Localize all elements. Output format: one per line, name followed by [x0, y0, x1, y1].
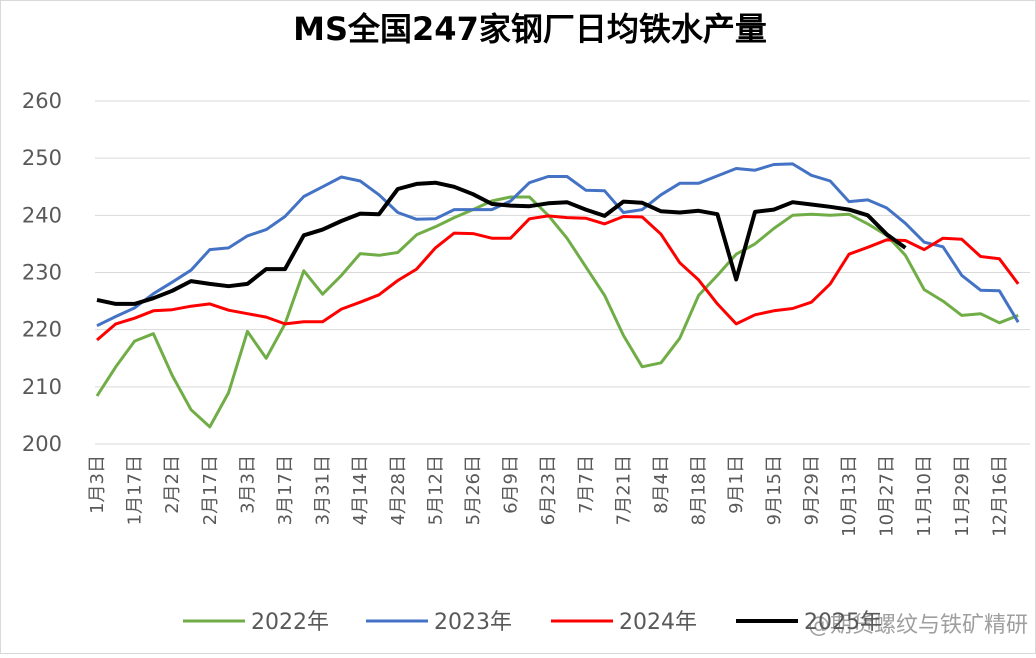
x-tick-label: 9月29日 — [801, 455, 822, 525]
x-tick-label: 11月29日 — [952, 455, 973, 537]
series-line — [95, 195, 1019, 429]
x-tick-label: 6月9日 — [501, 455, 522, 514]
legend-label: 2025年 — [804, 610, 882, 635]
x-tick-label: 5月26日 — [463, 455, 484, 525]
watermark: @期货螺纹与铁矿精研 — [808, 613, 1028, 638]
y-tick-label: 220 — [22, 318, 62, 342]
x-tick-label: 9月15日 — [764, 455, 785, 525]
x-tick-label: 2月2日 — [162, 455, 183, 514]
x-tick-label: 12月16日 — [989, 455, 1010, 537]
x-tick-label: 8月18日 — [689, 455, 710, 525]
x-tick-label: 10月13日 — [839, 455, 860, 537]
y-tick-label: 250 — [22, 146, 62, 170]
chart-title: MS全国247家钢厂日均铁水产量 — [293, 10, 767, 48]
y-tick-label: 240 — [22, 203, 62, 227]
y-tick-label: 260 — [22, 89, 62, 113]
legend-label: 2024年 — [619, 610, 697, 635]
x-tick-label: 3月17日 — [275, 455, 296, 525]
x-tick-label: 5月12日 — [425, 455, 446, 525]
x-tick-label: 7月21日 — [613, 455, 634, 525]
legend-label: 2023年 — [434, 610, 512, 635]
x-tick-label: 6月23日 — [538, 455, 559, 525]
x-tick-label: 3月31日 — [313, 455, 334, 525]
x-tick-label: 11月10日 — [914, 455, 935, 537]
y-tick-label: 210 — [22, 375, 62, 399]
series-line — [96, 214, 1020, 342]
y-tick-label: 200 — [22, 432, 62, 456]
y-tick-label: 230 — [22, 261, 62, 285]
series-line — [96, 180, 907, 306]
x-tick-label: 7月7日 — [576, 455, 597, 514]
series-line — [96, 162, 1020, 328]
x-tick-label: 10月27日 — [877, 455, 898, 537]
x-tick-label: 3月3日 — [237, 455, 258, 514]
x-tick-label: 8月4日 — [651, 455, 672, 514]
legend-label: 2022年 — [251, 610, 329, 635]
x-tick-label: 4月28日 — [388, 455, 409, 525]
x-tick-label: 9月1日 — [726, 455, 747, 514]
x-tick-label: 4月14日 — [350, 455, 371, 525]
x-tick-label: 1月17日 — [125, 455, 146, 525]
x-tick-label: 1月3日 — [87, 455, 108, 514]
x-tick-label: 2月17日 — [200, 455, 221, 525]
